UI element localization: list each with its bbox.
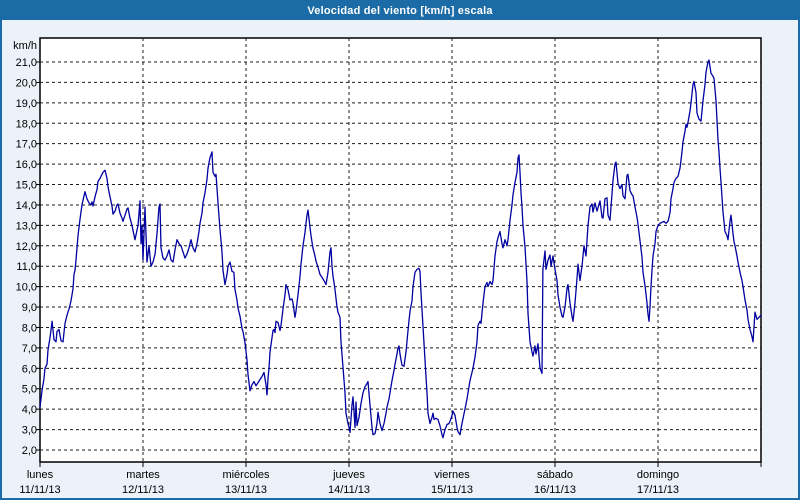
day-date-label: 14/11/13	[328, 484, 370, 496]
y-tick-label: 5,0	[22, 384, 37, 396]
day-date-label: 16/11/13	[534, 484, 576, 496]
day-date-label: 11/11/13	[19, 484, 60, 496]
y-tick-label: 15,0	[16, 180, 37, 192]
day-name-label: domingo	[637, 469, 679, 481]
y-tick-label: 19,0	[16, 98, 37, 110]
day-name-label: viernes	[434, 469, 470, 481]
y-tick-label: 14,0	[16, 200, 37, 212]
title-bar: Velocidad del viento [km/h] escala	[2, 2, 798, 20]
y-tick-label: 6,0	[22, 363, 37, 375]
day-date-label: 12/11/13	[122, 484, 164, 496]
day-name-label: sábado	[537, 469, 573, 481]
wind-speed-line	[39, 59, 762, 439]
y-tick-label: 9,0	[22, 302, 37, 314]
day-name-label: martes	[126, 469, 160, 481]
y-tick-label: 8,0	[22, 322, 37, 334]
y-tick-label: 21,0	[16, 57, 37, 69]
y-tick-label: 3,0	[22, 425, 37, 437]
y-tick-label: 11,0	[16, 261, 37, 273]
y-tick-label: 20,0	[16, 77, 37, 89]
y-tick-label: 13,0	[16, 220, 37, 232]
y-axis-unit-label: km/h	[13, 40, 37, 52]
y-tick-label: 2,0	[22, 445, 37, 457]
day-date-label: 13/11/13	[225, 484, 267, 496]
day-name-label: miércoles	[222, 469, 270, 481]
y-tick-label: 18,0	[16, 118, 37, 130]
day-date-label: 15/11/13	[431, 484, 473, 496]
window-title: Velocidad del viento [km/h] escala	[307, 5, 493, 17]
y-tick-label: 17,0	[16, 139, 37, 151]
day-date-label: 17/11/13	[637, 484, 679, 496]
y-tick-label: 12,0	[16, 241, 37, 253]
day-name-label: lunes	[27, 469, 54, 481]
y-tick-label: 10,0	[16, 282, 37, 294]
y-tick-label: 16,0	[16, 159, 37, 171]
y-tick-label: 7,0	[22, 343, 37, 355]
day-name-label: jueves	[332, 469, 365, 481]
y-tick-label: 4,0	[22, 404, 37, 416]
